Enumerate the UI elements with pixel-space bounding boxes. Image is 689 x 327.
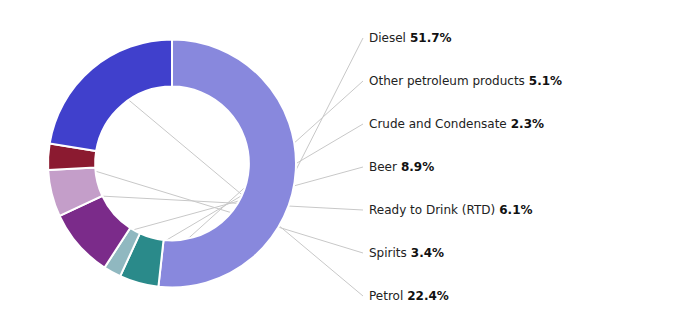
slice: [48, 167, 102, 215]
slice: [158, 40, 296, 288]
category-label: Crude and Condensate: [369, 117, 507, 131]
category-label: Diesel: [369, 31, 406, 45]
value-label: 51.7%: [410, 31, 452, 45]
value-label: 5.1%: [529, 74, 562, 88]
value-label: 22.4%: [407, 289, 449, 303]
leader-lines: [48, 38, 363, 296]
category-label: Beer: [369, 160, 397, 174]
chart: Diesel 51.7% Other petroleum products 5.1% C…: [0, 0, 689, 327]
value-label: 3.4%: [411, 246, 444, 260]
slice: [50, 40, 172, 152]
slice-label: Diesel 51.7%: [369, 31, 452, 45]
slices: [48, 40, 296, 288]
value-label: 8.9%: [401, 160, 434, 174]
category-label: Ready to Drink (RTD): [369, 203, 495, 217]
slice-label: Ready to Drink (RTD) 6.1%: [369, 203, 533, 217]
category-label: Spirits: [369, 246, 407, 260]
category-label: Other petroleum products: [369, 74, 525, 88]
slice-label: Beer 8.9%: [369, 160, 434, 174]
leader-line: [296, 38, 363, 170]
slice-label: Other petroleum products 5.1%: [369, 74, 562, 88]
labels: Diesel 51.7% Other petroleum products 5.1% C…: [369, 31, 562, 303]
slice-label: Spirits 3.4%: [369, 246, 444, 260]
category-label: Petrol: [369, 289, 403, 303]
slice-label: Crude and Condensate 2.3%: [369, 117, 544, 131]
value-label: 6.1%: [499, 203, 532, 217]
slice-label: Petrol 22.4%: [369, 289, 449, 303]
value-label: 2.3%: [511, 117, 544, 131]
